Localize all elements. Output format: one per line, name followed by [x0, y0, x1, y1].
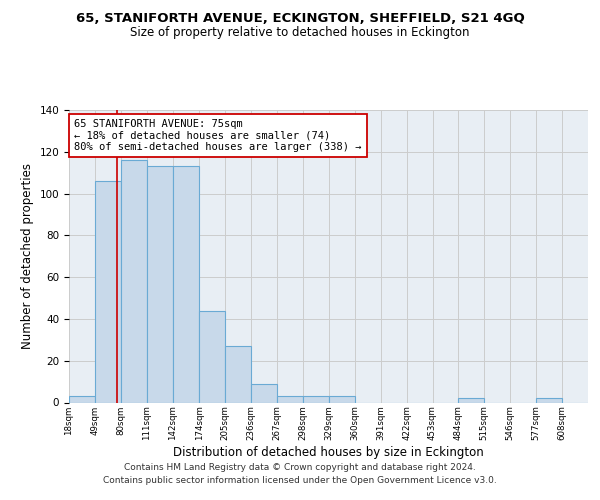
Bar — [199, 310, 225, 402]
Bar — [329, 396, 355, 402]
Bar — [173, 166, 199, 402]
Text: Contains public sector information licensed under the Open Government Licence v3: Contains public sector information licen… — [103, 476, 497, 485]
Text: Size of property relative to detached houses in Eckington: Size of property relative to detached ho… — [130, 26, 470, 39]
Bar — [95, 181, 121, 402]
Bar — [225, 346, 251, 403]
Bar — [303, 396, 329, 402]
Text: 65, STANIFORTH AVENUE, ECKINGTON, SHEFFIELD, S21 4GQ: 65, STANIFORTH AVENUE, ECKINGTON, SHEFFI… — [76, 12, 524, 26]
Bar — [147, 166, 173, 402]
Bar — [251, 384, 277, 402]
Bar — [277, 396, 303, 402]
Y-axis label: Number of detached properties: Number of detached properties — [21, 163, 34, 349]
Bar — [69, 396, 95, 402]
Text: Contains HM Land Registry data © Crown copyright and database right 2024.: Contains HM Land Registry data © Crown c… — [124, 464, 476, 472]
Bar — [121, 160, 147, 402]
Bar — [458, 398, 484, 402]
Bar — [536, 398, 562, 402]
X-axis label: Distribution of detached houses by size in Eckington: Distribution of detached houses by size … — [173, 446, 484, 458]
Text: 65 STANIFORTH AVENUE: 75sqm
← 18% of detached houses are smaller (74)
80% of sem: 65 STANIFORTH AVENUE: 75sqm ← 18% of det… — [74, 119, 362, 152]
